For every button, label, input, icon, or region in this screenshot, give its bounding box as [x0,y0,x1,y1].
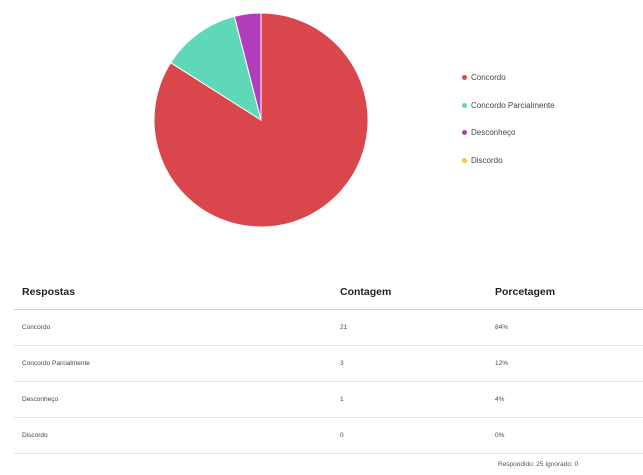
table-row: Concordo Parcialmente 3 12% [14,345,643,382]
table-row: Desconheço 1 4% [14,381,643,418]
pie-slice-concordo [153,12,369,228]
row-count: 3 [332,345,487,382]
legend-item-desconheco: Desconheço [462,119,555,147]
row-percent: 0% [487,417,643,454]
row-count: 21 [332,309,487,346]
pie-slice-desconheco [233,12,262,121]
legend-label-desconheco: Desconheço [471,128,516,138]
legend-item-discordo: Discordo [462,147,555,175]
legend-item-concordo: Concordo [462,64,555,92]
row-percent: 84% [487,309,643,346]
header-contagem: Contagem [332,275,487,310]
table-header-row: Respostas Contagem Porcetagem [14,275,643,310]
chart-legend: Concordo Concordo Parcialmente Desconheç… [462,64,555,174]
legend-swatch-concordo-parcialmente [462,102,467,108]
row-count: 1 [332,381,487,418]
legend-label-concordo-parcialmente: Concordo Parcialmente [471,100,555,110]
pie-slice-concordo-parcialmente [169,15,262,122]
row-response: Concordo Parcialmente [14,345,332,382]
row-count: 0 [332,417,487,454]
row-percent: 12% [487,345,643,382]
legend-item-concordo-parcialmente: Concordo Parcialmente [462,92,555,120]
legend-label-concordo: Concordo [471,73,506,83]
header-respostas: Respostas [14,275,332,310]
row-response: Concordo [14,309,332,346]
results-table: Respostas Contagem Porcetagem Concordo 2… [14,275,643,454]
row-response: Desconheço [14,381,332,418]
row-percent: 4% [487,381,643,418]
table-row: Discordo 0 0% [14,417,643,454]
pie-chart [153,12,369,228]
table-row: Concordo 21 84% [14,309,643,346]
legend-swatch-concordo [462,75,467,81]
legend-swatch-desconheco [462,130,467,136]
legend-swatch-discordo [462,157,467,163]
response-summary: Respondido: 25 Ignorado: 0 [498,461,579,468]
legend-label-discordo: Discordo [471,155,503,165]
row-response: Discordo [14,417,332,454]
header-porcetagem: Porcetagem [487,275,643,310]
